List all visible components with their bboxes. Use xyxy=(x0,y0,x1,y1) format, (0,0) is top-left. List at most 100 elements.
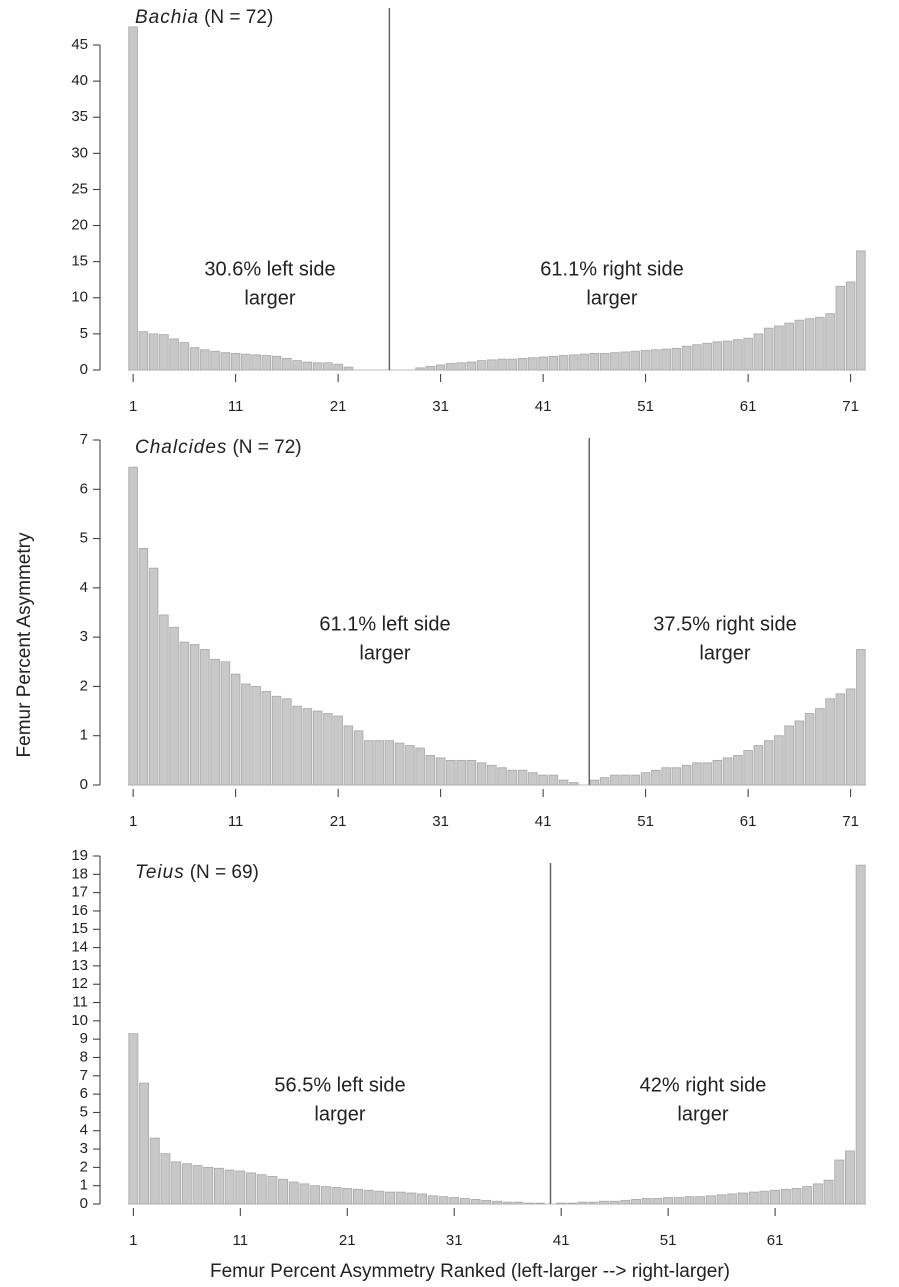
bar xyxy=(702,762,712,786)
bar xyxy=(712,341,723,371)
bar xyxy=(815,708,825,786)
bar xyxy=(651,769,661,786)
bar xyxy=(673,1197,684,1205)
bar xyxy=(160,1153,171,1205)
bar xyxy=(569,782,579,786)
bar xyxy=(528,357,538,371)
bar xyxy=(566,1202,577,1205)
bar xyxy=(406,1192,417,1205)
bar xyxy=(312,710,323,786)
bar xyxy=(435,757,446,786)
bar xyxy=(743,750,753,786)
bar xyxy=(292,705,302,786)
species-name: Bachia xyxy=(135,7,199,28)
y-tick-label: 7 xyxy=(80,431,88,448)
bar xyxy=(179,641,190,786)
bar xyxy=(427,1195,438,1205)
bar xyxy=(374,740,384,786)
bar xyxy=(802,1186,813,1205)
bar xyxy=(589,779,600,786)
bar xyxy=(569,354,579,371)
bar xyxy=(722,340,733,371)
bar xyxy=(804,713,815,786)
y-tick-label: 8 xyxy=(80,1048,88,1065)
y-tick-label: 0 xyxy=(80,1195,88,1212)
y-tick-label: 18 xyxy=(71,865,88,882)
annotation: 61.1% left side xyxy=(319,613,450,635)
bar xyxy=(278,1178,289,1205)
y-tick-label: 40 xyxy=(71,72,88,89)
bar xyxy=(548,774,559,786)
y-tick-label: 4 xyxy=(80,579,88,596)
x-tick-label: 21 xyxy=(330,398,347,415)
bar xyxy=(812,1183,823,1205)
x-tick-label: 11 xyxy=(228,813,244,830)
bar xyxy=(271,355,282,371)
bar xyxy=(556,1202,567,1205)
bar xyxy=(620,351,630,371)
x-tick-label: 11 xyxy=(233,1232,249,1249)
bar xyxy=(528,772,538,786)
bar xyxy=(631,1199,641,1205)
bar xyxy=(353,730,364,786)
bar xyxy=(353,1188,363,1205)
bar xyxy=(210,350,220,371)
bar xyxy=(261,355,272,371)
bar xyxy=(189,347,200,371)
bar xyxy=(261,690,272,786)
bar xyxy=(705,1195,716,1205)
bar xyxy=(251,686,261,786)
panel-title: Teius (N = 69) xyxy=(135,862,259,883)
bar xyxy=(470,1199,481,1205)
x-tick-label: 41 xyxy=(535,813,552,830)
bar xyxy=(230,352,241,371)
bar xyxy=(333,715,343,786)
bar xyxy=(395,1191,406,1205)
bar xyxy=(139,1082,149,1205)
bar xyxy=(292,360,302,371)
bar xyxy=(492,1200,502,1205)
y-tick-label: 1 xyxy=(80,1177,88,1194)
bar xyxy=(588,1201,599,1205)
bar xyxy=(487,764,497,786)
x-tick-label: 21 xyxy=(330,813,347,830)
annotation: 61.1% right side xyxy=(540,258,683,280)
bar xyxy=(476,360,487,371)
bar xyxy=(220,352,231,371)
bar xyxy=(753,333,764,371)
y-tick-label: 9 xyxy=(80,1030,88,1047)
bar xyxy=(815,316,825,371)
bar xyxy=(835,693,846,786)
bar xyxy=(684,1196,695,1205)
bar xyxy=(538,356,548,371)
bar xyxy=(784,725,794,786)
bar xyxy=(203,1166,214,1205)
bar xyxy=(640,350,651,371)
y-tick-label: 19 xyxy=(71,847,88,864)
bar xyxy=(169,338,179,371)
y-tick-label: 30 xyxy=(71,144,88,161)
sample-size: (N = 72) xyxy=(232,437,301,458)
x-tick-label: 41 xyxy=(535,398,552,415)
bar xyxy=(271,695,282,786)
y-tick-label: 2 xyxy=(80,1158,88,1175)
bar xyxy=(548,355,559,371)
bar xyxy=(394,742,405,786)
bar xyxy=(288,1181,299,1205)
bar xyxy=(323,362,333,371)
x-tick-label: 11 xyxy=(228,398,244,415)
bar xyxy=(385,1191,395,1205)
y-tick-label: 3 xyxy=(80,628,88,645)
annotation: larger xyxy=(314,1103,365,1125)
bar xyxy=(282,358,292,371)
bar xyxy=(181,1163,192,1205)
x-tick-label: 61 xyxy=(740,813,757,830)
bar xyxy=(620,1199,631,1205)
y-tick-label: 35 xyxy=(71,108,88,125)
x-tick-label: 61 xyxy=(767,1232,784,1249)
x-tick-label: 71 xyxy=(842,398,859,415)
bar xyxy=(438,1196,449,1205)
bar xyxy=(784,322,794,371)
bar xyxy=(835,285,846,371)
bar xyxy=(466,361,477,371)
